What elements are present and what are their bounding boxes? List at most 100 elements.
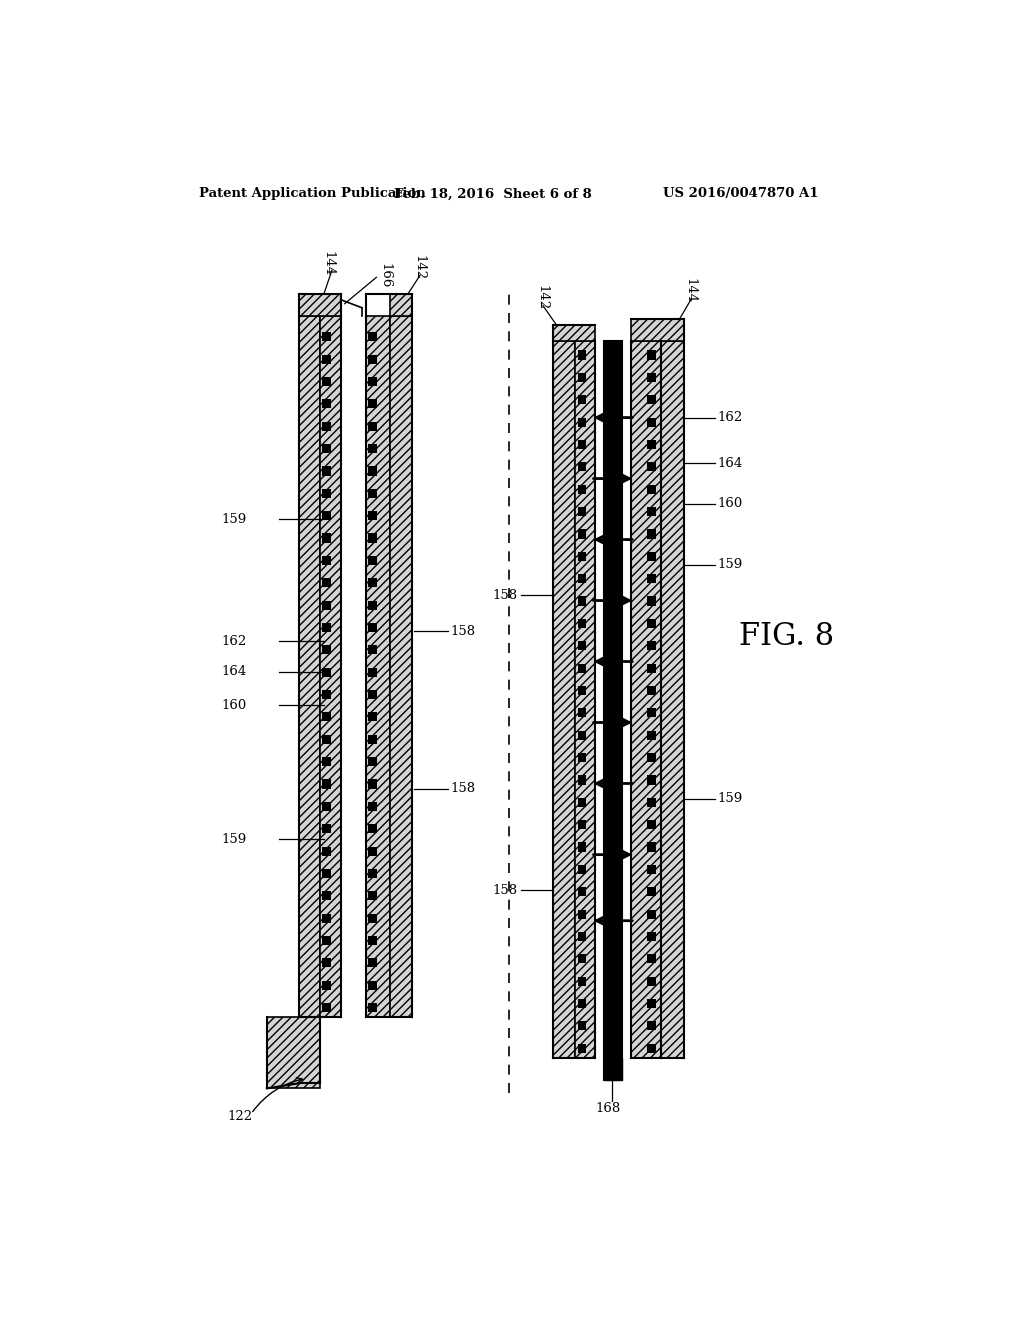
Bar	[578, 462, 587, 471]
Bar	[578, 1044, 587, 1053]
Bar	[647, 820, 656, 829]
Bar	[647, 440, 656, 449]
Bar	[578, 351, 587, 359]
Bar	[647, 1022, 656, 1031]
Bar	[578, 529, 587, 539]
Bar	[578, 999, 587, 1008]
Bar	[322, 981, 331, 990]
Text: 162: 162	[718, 411, 742, 424]
Bar	[368, 399, 377, 408]
Bar	[322, 623, 331, 632]
Bar	[647, 529, 656, 539]
Bar	[322, 556, 331, 565]
Bar	[578, 932, 587, 941]
Bar	[368, 645, 377, 655]
Text: 158: 158	[451, 781, 475, 795]
Text: 162: 162	[222, 635, 247, 648]
Bar	[578, 484, 587, 494]
Text: 160: 160	[718, 498, 742, 511]
Text: 166: 166	[379, 263, 392, 288]
Bar	[368, 333, 377, 342]
Text: 159: 159	[222, 512, 247, 525]
Text: US 2016/0047870 A1: US 2016/0047870 A1	[663, 187, 818, 201]
Bar	[647, 372, 656, 381]
Bar	[578, 417, 587, 426]
Bar	[368, 668, 377, 677]
Bar	[647, 507, 656, 516]
Bar	[578, 507, 587, 516]
Bar	[322, 846, 331, 855]
Bar	[647, 597, 656, 606]
Bar	[578, 775, 587, 784]
Bar	[647, 999, 656, 1008]
Bar	[631, 319, 683, 342]
Text: 144: 144	[322, 251, 335, 276]
Bar	[368, 488, 377, 498]
Bar	[322, 355, 331, 364]
Bar	[322, 378, 331, 385]
Bar	[321, 315, 341, 1018]
Bar	[322, 421, 331, 430]
Bar	[322, 444, 331, 453]
Bar	[578, 552, 587, 561]
Bar	[647, 865, 656, 874]
Text: 159: 159	[718, 558, 742, 572]
Bar	[322, 601, 331, 610]
Bar	[368, 779, 377, 788]
Text: 142: 142	[535, 285, 548, 310]
Bar	[322, 1003, 331, 1012]
Text: 144: 144	[683, 279, 696, 304]
Bar	[368, 1003, 377, 1012]
Bar	[647, 731, 656, 739]
Bar	[368, 623, 377, 632]
Bar	[322, 511, 331, 520]
Bar	[368, 958, 377, 968]
Bar	[368, 421, 377, 430]
Text: 158: 158	[451, 624, 475, 638]
Bar	[647, 709, 656, 717]
Bar	[553, 325, 595, 342]
Bar	[322, 645, 331, 655]
Bar	[647, 909, 656, 919]
Bar	[322, 690, 331, 700]
Bar	[322, 779, 331, 788]
Bar	[647, 395, 656, 404]
Bar	[368, 913, 377, 923]
Bar	[322, 758, 331, 766]
Bar	[578, 752, 587, 762]
Bar	[578, 909, 587, 919]
Text: 168: 168	[596, 1102, 621, 1115]
Bar	[578, 709, 587, 717]
Text: 158: 158	[493, 589, 518, 602]
Bar	[322, 891, 331, 900]
Bar	[647, 932, 656, 941]
Text: 164: 164	[718, 457, 742, 470]
Bar	[647, 775, 656, 784]
Bar	[647, 977, 656, 986]
Bar	[578, 887, 587, 896]
Bar	[322, 488, 331, 498]
Bar	[647, 954, 656, 964]
Text: 159: 159	[222, 833, 247, 846]
Bar	[368, 735, 377, 744]
Bar	[578, 395, 587, 404]
Bar	[368, 981, 377, 990]
Bar	[578, 619, 587, 628]
Bar	[578, 797, 587, 807]
Text: 159: 159	[718, 792, 742, 805]
Bar	[368, 466, 377, 475]
Bar	[647, 797, 656, 807]
Bar	[647, 664, 656, 673]
Bar	[578, 865, 587, 874]
Bar	[322, 869, 331, 878]
Bar	[368, 713, 377, 722]
Bar	[604, 1057, 622, 1080]
Bar	[578, 820, 587, 829]
Bar	[574, 342, 595, 1057]
Bar	[604, 342, 622, 1080]
Bar	[631, 342, 662, 1057]
Bar	[647, 642, 656, 651]
Bar	[647, 351, 656, 359]
Bar	[647, 619, 656, 628]
Bar	[367, 315, 390, 1018]
